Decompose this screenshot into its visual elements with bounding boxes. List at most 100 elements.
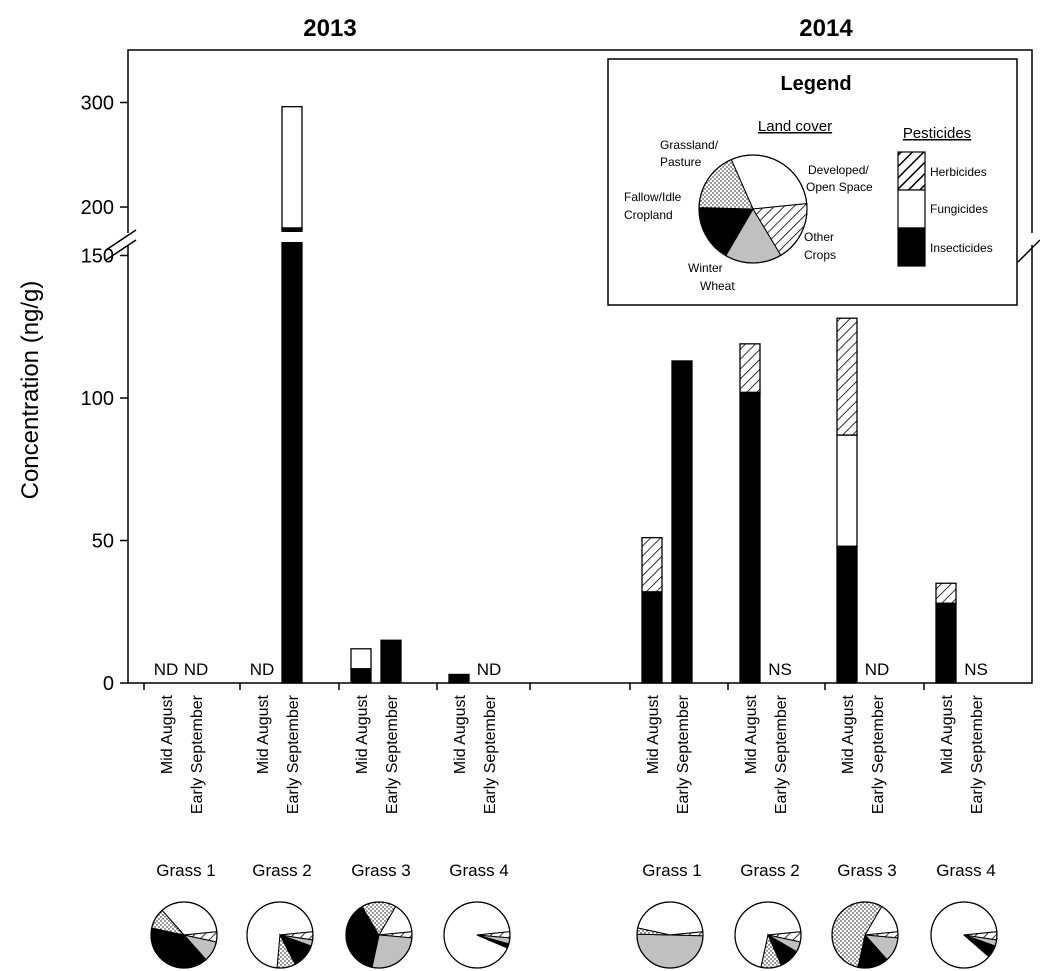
site-land-cover-pie (734, 901, 802, 969)
x-category-label: Mid August (743, 694, 760, 774)
x-category-label: Mid August (159, 694, 176, 774)
legend-land-cover-pie (698, 154, 808, 264)
sample-note: ND (865, 660, 890, 679)
bar-segment-herbicides (641, 537, 663, 593)
bar-break-gap (280, 232, 304, 242)
site-land-cover-pie (636, 901, 704, 969)
x-category-labels: Mid August Early September Grass 1 Mid Augu… (156, 694, 996, 880)
bar-segment-fungicides (281, 106, 303, 229)
sample-note: NS (768, 660, 792, 679)
sample-note: ND (184, 660, 209, 679)
bar-segment-insecticides (380, 639, 402, 684)
y-tick-label: 200 (81, 197, 114, 219)
panel-title-2014: 2014 (799, 15, 853, 42)
panel-title-2013: 2013 (303, 15, 356, 42)
legend-label-cropland: Cropland (624, 208, 673, 222)
pie-outline (930, 901, 998, 969)
bar-segment-insecticides (739, 391, 761, 684)
bars-layer: ND ND ND ND NS ND NS (154, 106, 988, 684)
site-label: Grass 1 (642, 861, 702, 880)
legend-label-wheat: Wheat (700, 279, 735, 293)
site-label: Grass 2 (252, 861, 312, 880)
y-tick-label: 300 (81, 93, 114, 115)
legend-label-insecticides: Insecticides (930, 241, 993, 255)
sample-note: ND (477, 660, 502, 679)
legend-label-pasture: Pasture (660, 155, 702, 169)
bar-segment-insecticides (836, 545, 858, 684)
sample-note: ND (250, 660, 275, 679)
x-category-label: Mid August (840, 694, 857, 774)
legend-pie-graphic (698, 154, 808, 264)
x-category-label: Early September (870, 694, 887, 814)
bar-segment-herbicides (935, 582, 957, 604)
y-tick-label: 150 (81, 246, 114, 268)
pie-outline (698, 154, 808, 264)
pie-outline (345, 901, 413, 969)
plot-border (127, 49, 1033, 684)
legend-box (607, 58, 1018, 306)
legend-label-fungicides: Fungicides (930, 202, 988, 216)
sample-note: ND (154, 660, 179, 679)
site-label: Grass 4 (936, 861, 996, 880)
y-tick-label: 50 (92, 531, 114, 553)
site-land-cover-pies (150, 901, 998, 969)
site-land-cover-pie (150, 901, 218, 969)
legend-label-other: Other (804, 230, 834, 244)
site-label: Grass 3 (837, 861, 897, 880)
bar-segment-insecticides (935, 602, 957, 684)
site-label: Grass 3 (351, 861, 411, 880)
bar-segment-insecticides (641, 591, 663, 684)
legend-swatch-herbicides (897, 151, 926, 191)
bar-segment-herbicides (836, 317, 858, 436)
legend-label-developed: Developed/ (808, 163, 869, 177)
x-category-label: Early September (969, 694, 986, 814)
x-category-label: Early September (189, 694, 206, 814)
site-land-cover-pie (345, 901, 413, 969)
y-tick-label: 0 (103, 673, 114, 695)
legend-label-fallow: Fallow/Idle (624, 190, 682, 204)
bar-segment-insecticides (671, 360, 693, 684)
site-land-cover-pie (443, 901, 511, 969)
legend-swatch-insecticides (897, 227, 926, 267)
y-axis-break-gap-right (1028, 233, 1040, 245)
legend-land-cover-heading: Land cover (758, 118, 832, 135)
sample-note: NS (964, 660, 988, 679)
x-category-label: Early September (384, 694, 401, 814)
bar-segment-fungicides (836, 434, 858, 547)
plot-frame: 0 50 100 150 200 300 (81, 49, 1040, 695)
y-axis-break-mark (1017, 239, 1040, 263)
site-land-cover-pie (246, 901, 314, 969)
y-tick-label: 100 (81, 388, 114, 410)
legend-label-grassland: Grassland/ (660, 138, 719, 152)
site-label: Grass 1 (156, 861, 216, 880)
legend-label-winter: Winter (688, 261, 723, 275)
x-category-label: Early September (675, 694, 692, 814)
x-category-label: Mid August (939, 694, 956, 774)
bar-segment-herbicides (739, 343, 761, 393)
y-axis-title: Concentration (ng/g) (17, 281, 44, 500)
site-label: Grass 4 (449, 861, 509, 880)
pie-outline (443, 901, 511, 969)
pie-outline (150, 901, 218, 969)
x-category-label: Early September (285, 694, 302, 814)
bar-segment-insecticides (281, 227, 303, 684)
pie-outline (831, 901, 899, 969)
pie-outline (636, 901, 704, 969)
legend-label-herbicides: Herbicides (930, 165, 987, 179)
x-category-label: Mid August (354, 694, 371, 774)
site-label: Grass 2 (740, 861, 800, 880)
x-category-label: Early September (482, 694, 499, 814)
pie-outline (246, 901, 314, 969)
legend-label-crops: Crops (804, 248, 836, 262)
bar-segment-fungicides (350, 648, 372, 670)
pie-slice (636, 933, 704, 969)
pie-outline (734, 901, 802, 969)
site-land-cover-pie (930, 901, 998, 969)
legend-title: Legend (780, 73, 851, 95)
legend-swatch-fungicides (897, 189, 926, 229)
site-land-cover-pie (831, 901, 899, 969)
legend: Legend Land cover Pesticides Grassland/ … (607, 58, 1018, 306)
legend-pesticides-heading: Pesticides (903, 125, 971, 142)
x-category-label: Mid August (255, 694, 272, 774)
